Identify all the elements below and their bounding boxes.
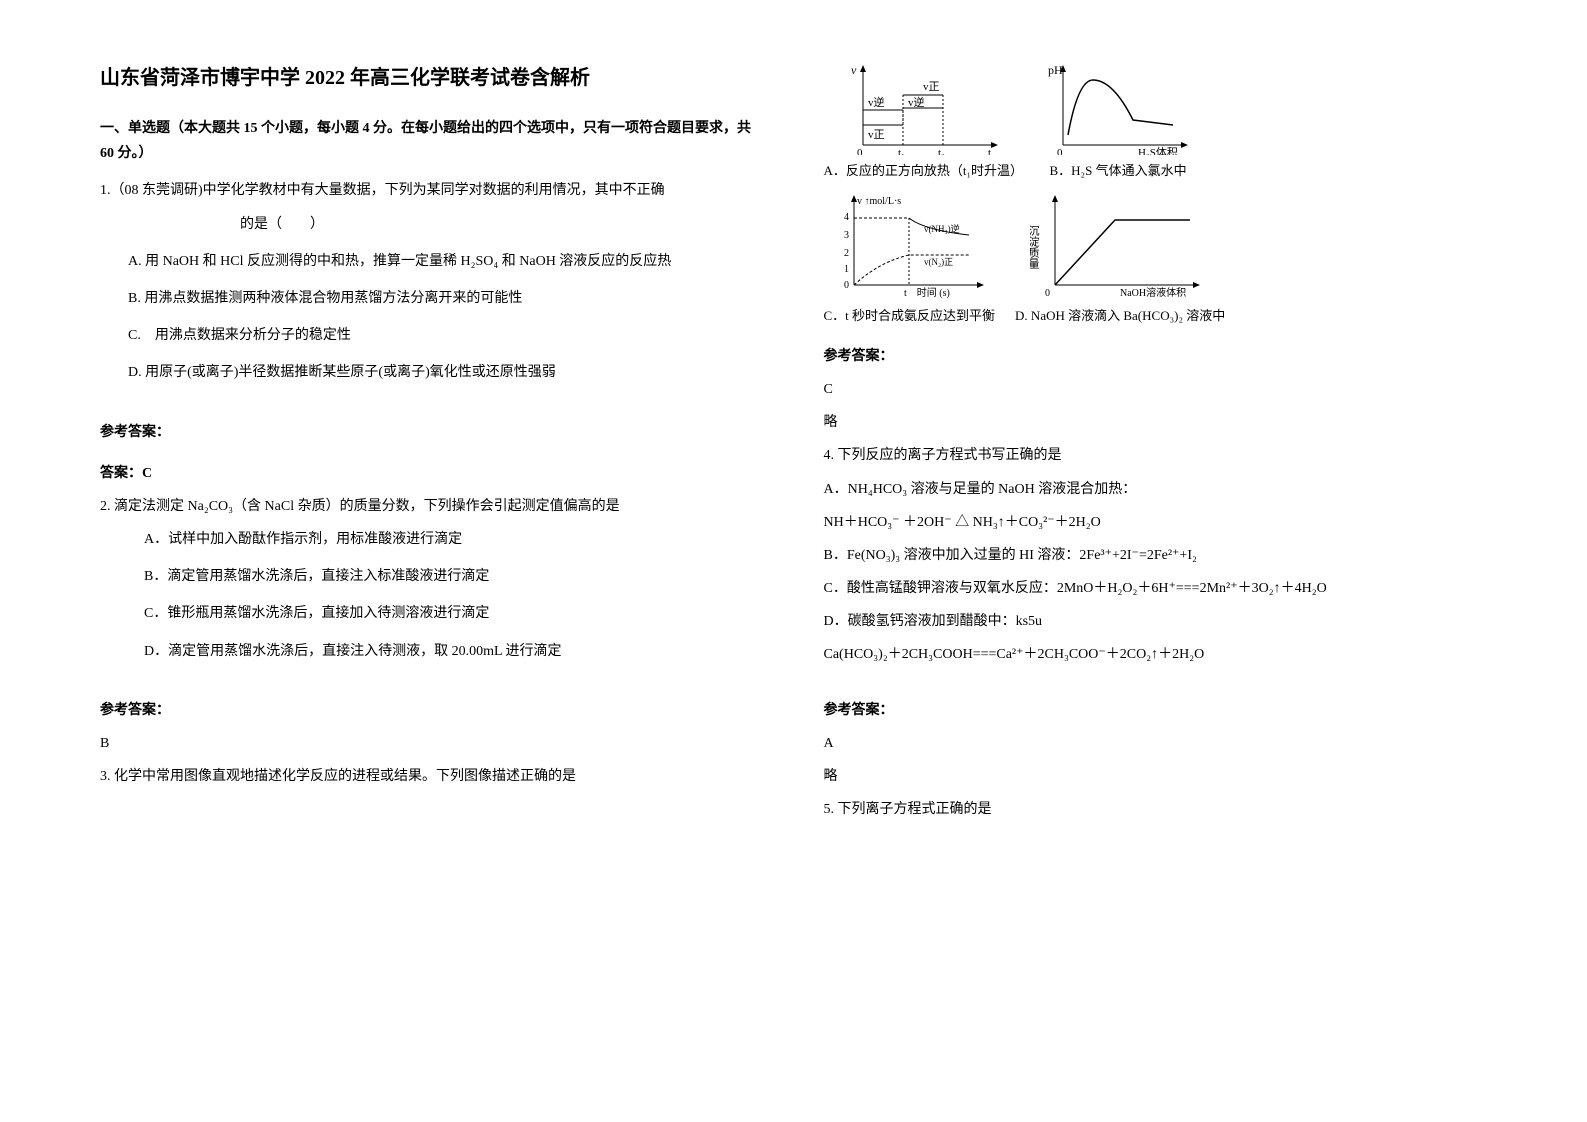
svg-text:0: 0	[1045, 288, 1050, 299]
svg-text:pH: pH	[1048, 63, 1063, 77]
q2-option-d: D．滴定管用蒸馏水洗涤后，直接注入待测液，取 20.00mL 进行滴定	[144, 639, 764, 664]
svg-text:t₁: t₁	[898, 147, 905, 155]
svg-text:0: 0	[1057, 147, 1063, 155]
figure-d: 沉淀质量 0 NaOH溶液体积 D. NaOH 溶液滴入 Ba(HCO₃)₂ 溶…	[1015, 190, 1225, 327]
q4-option-a: A．NH₄HCO₃ 溶液与足量的 NaOH 溶液混合加热：	[824, 477, 1488, 502]
svg-text:沉淀质量: 沉淀质量	[1030, 225, 1040, 269]
svg-text:v(NH₃)逆: v(NH₃)逆	[924, 223, 960, 234]
svg-text:t 时间 (s): t 时间 (s)	[904, 286, 950, 299]
q4-option-d: D．碳酸氢钙溶液加到醋酸中：ks5u	[824, 609, 1488, 634]
q1-answer-value: 答案：C	[100, 461, 764, 486]
q1-option-c: C. 用沸点数据来分析分子的稳定性	[128, 323, 764, 348]
svg-text:H₂S体积: H₂S体积	[1138, 145, 1178, 155]
figure-c: v ↑mol/L·s 4 3 2 1 0 v(NH₃)逆 v(N₂)正 t 时间…	[824, 190, 996, 327]
q4-option-b: B．Fe(NO₃)₃ 溶液中加入过量的 HI 溶液：2Fe³⁺+2I⁻=2Fe²…	[824, 543, 1488, 568]
figure-a-caption: A．反应的正方向放热（t₁时升温）	[824, 159, 1024, 182]
svg-text:0: 0	[844, 280, 849, 291]
q2-option-b: B．滴定管用蒸馏水洗涤后，直接注入标准酸液进行滴定	[144, 564, 764, 589]
q2-answer-value: B	[100, 731, 764, 756]
figure-b: pH 0 H₂S体积 B．H₂S 气体通入氯水中	[1043, 60, 1193, 182]
q1-option-b: B. 用沸点数据推测两种液体混合物用蒸馏方法分离开来的可能性	[128, 286, 764, 311]
svg-text:t: t	[988, 147, 991, 155]
svg-text:v逆: v逆	[908, 95, 925, 109]
q2-answer-label: 参考答案：	[100, 698, 764, 723]
q2-option-a: A．试样中加入酚酞作指示剂，用标准酸液进行滴定	[144, 527, 764, 552]
chart-a-svg: v v逆 v正 v正 v逆 0 t₁ t₂ t	[843, 60, 1003, 155]
left-column: 山东省菏泽市博宇中学 2022 年高三化学联考试卷含解析 一、单选题（本大题共 …	[100, 60, 764, 1062]
figure-a: v v逆 v正 v正 v逆 0 t₁ t₂ t A．反应的正方向放热（t₁时升温…	[824, 60, 1024, 182]
question-3: 3. 化学中常用图像直观地描述化学反应的进程或结果。下列图像描述正确的是	[100, 764, 764, 797]
chart-d-svg: 沉淀质量 0 NaOH溶液体积	[1030, 190, 1210, 300]
q3-answer-label: 参考答案：	[824, 344, 1488, 369]
svg-text:NaOH溶液体积: NaOH溶液体积	[1120, 286, 1186, 299]
q3-answer-value: C	[824, 377, 1488, 402]
svg-text:v: v	[851, 63, 857, 77]
section-header: 一、单选题（本大题共 15 个小题，每小题 4 分。在每小题给出的四个选项中，只…	[100, 116, 764, 166]
svg-text:v正: v正	[868, 129, 885, 141]
q4-option-a2: NH＋HCO₃⁻ ＋2OH⁻ △ NH₃↑＋CO₃²⁻＋2H₂O	[824, 510, 1488, 535]
chart-b-svg: pH 0 H₂S体积	[1043, 60, 1193, 155]
page-title: 山东省菏泽市博宇中学 2022 年高三化学联考试卷含解析	[100, 60, 764, 96]
q1-stem2: 的是（ ）	[240, 212, 764, 237]
q4-answer-label: 参考答案：	[824, 698, 1488, 723]
q1-stem: 1.（08 东莞调研)中学化学教材中有大量数据，下列为某同学对数据的利用情况，其…	[100, 178, 764, 203]
q4-option-c: C．酸性高锰酸钾溶液与双氧水反应：2MnO＋H₂O₂＋6H⁺===2Mn²⁺＋3…	[824, 576, 1488, 601]
q2-stem: 2. 滴定法测定 Na₂CO₃（含 NaCl 杂质）的质量分数，下列操作会引起测…	[100, 494, 764, 519]
figure-d-caption: D. NaOH 溶液滴入 Ba(HCO₃)₂ 溶液中	[1015, 304, 1225, 327]
figure-c-caption: C．t 秒时合成氨反应达到平衡	[824, 304, 996, 327]
svg-text:v ↑mol/L·s: v ↑mol/L·s	[857, 196, 901, 207]
q1-option-a: A. 用 NaOH 和 HCl 反应测得的中和热，推算一定量稀 H₂SO₄ 和 …	[128, 249, 764, 274]
q2-option-c: C．锥形瓶用蒸馏水洗涤后，直接加入待测溶液进行滴定	[144, 601, 764, 626]
svg-text:1: 1	[844, 264, 849, 275]
figure-b-caption: B．H₂S 气体通入氯水中	[1050, 159, 1187, 182]
question-4: 4. 下列反应的离子方程式书写正确的是 A．NH₄HCO₃ 溶液与足量的 NaO…	[824, 443, 1488, 675]
svg-text:t₂: t₂	[938, 147, 945, 155]
chart-c-svg: v ↑mol/L·s 4 3 2 1 0 v(NH₃)逆 v(N₂)正 t 时间…	[829, 190, 989, 300]
question-2: 2. 滴定法测定 Na₂CO₃（含 NaCl 杂质）的质量分数，下列操作会引起测…	[100, 494, 764, 676]
question-5: 5. 下列离子方程式正确的是	[824, 797, 1488, 830]
q3-answer-value2: 略	[824, 410, 1488, 435]
svg-text:3: 3	[844, 230, 849, 241]
svg-text:v逆: v逆	[868, 95, 885, 109]
svg-text:2: 2	[844, 248, 849, 259]
q1-option-d: D. 用原子(或离子)半径数据推断某些原子(或离子)氧化性或还原性强弱	[128, 360, 764, 385]
right-column: v v逆 v正 v正 v逆 0 t₁ t₂ t A．反应的正方向放热（t₁时升温…	[824, 60, 1488, 1062]
q4-stem: 4. 下列反应的离子方程式书写正确的是	[824, 443, 1488, 468]
q5-stem: 5. 下列离子方程式正确的是	[824, 797, 1488, 822]
q1-answer-label: 参考答案：	[100, 420, 764, 445]
svg-text:v(N₂)正: v(N₂)正	[924, 257, 953, 267]
figure-row-2: v ↑mol/L·s 4 3 2 1 0 v(NH₃)逆 v(N₂)正 t 时间…	[824, 190, 1488, 327]
question-1: 1.（08 东莞调研)中学化学教材中有大量数据，下列为某同学对数据的利用情况，其…	[100, 178, 764, 397]
figure-row-1: v v逆 v正 v正 v逆 0 t₁ t₂ t A．反应的正方向放热（t₁时升温…	[824, 60, 1488, 182]
svg-text:v正: v正	[923, 81, 940, 93]
q4-answer-value: A	[824, 731, 1488, 756]
svg-text:0: 0	[857, 147, 863, 155]
svg-text:4: 4	[844, 212, 849, 223]
q3-stem: 3. 化学中常用图像直观地描述化学反应的进程或结果。下列图像描述正确的是	[100, 764, 764, 789]
q4-answer-value2: 略	[824, 764, 1488, 789]
q4-option-d2: Ca(HCO₃)₂＋2CH₃COOH===Ca²⁺＋2CH₃COO⁻＋2CO₂↑…	[824, 642, 1488, 667]
